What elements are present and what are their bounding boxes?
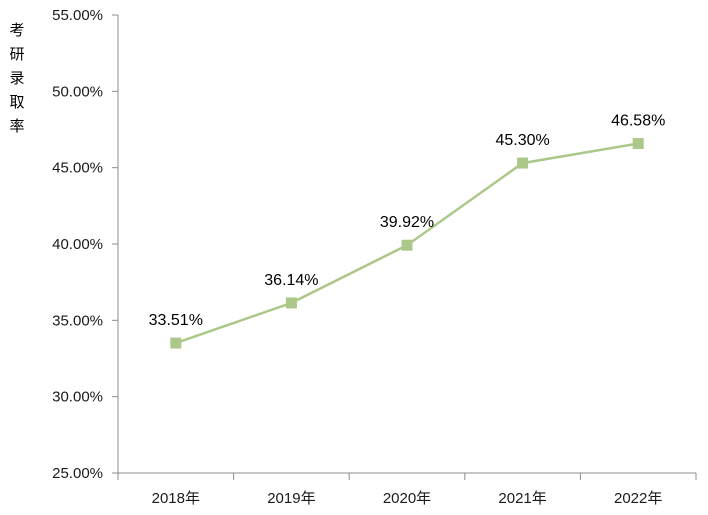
y-tick-label: 50.00% (52, 83, 103, 100)
data-point-label: 36.14% (264, 272, 318, 289)
data-point-label: 46.58% (611, 113, 665, 130)
y-tick-label: 55.00% (52, 7, 103, 24)
data-point-marker (285, 297, 297, 309)
y-axis-title: 考研录取率 (9, 22, 25, 135)
x-tick-label: 2022年 (614, 490, 662, 507)
data-point-marker (517, 157, 529, 169)
y-tick-label: 45.00% (52, 160, 103, 177)
y-tick-label: 25.00% (52, 465, 103, 482)
data-point-label: 33.51% (149, 312, 203, 329)
data-point-label: 39.92% (380, 214, 434, 231)
y-tick-label: 40.00% (52, 236, 103, 253)
data-point-label: 45.30% (495, 132, 549, 149)
y-tick-label: 30.00% (52, 389, 103, 406)
x-tick-label: 2018年 (152, 490, 200, 507)
data-point-marker (632, 138, 644, 150)
x-tick-label: 2019年 (267, 490, 315, 507)
y-tick-label: 35.00% (52, 312, 103, 329)
x-tick-label: 2020年 (383, 490, 431, 507)
data-point-marker (170, 337, 182, 349)
data-point-marker (401, 239, 413, 251)
x-tick-label: 2021年 (498, 490, 546, 507)
